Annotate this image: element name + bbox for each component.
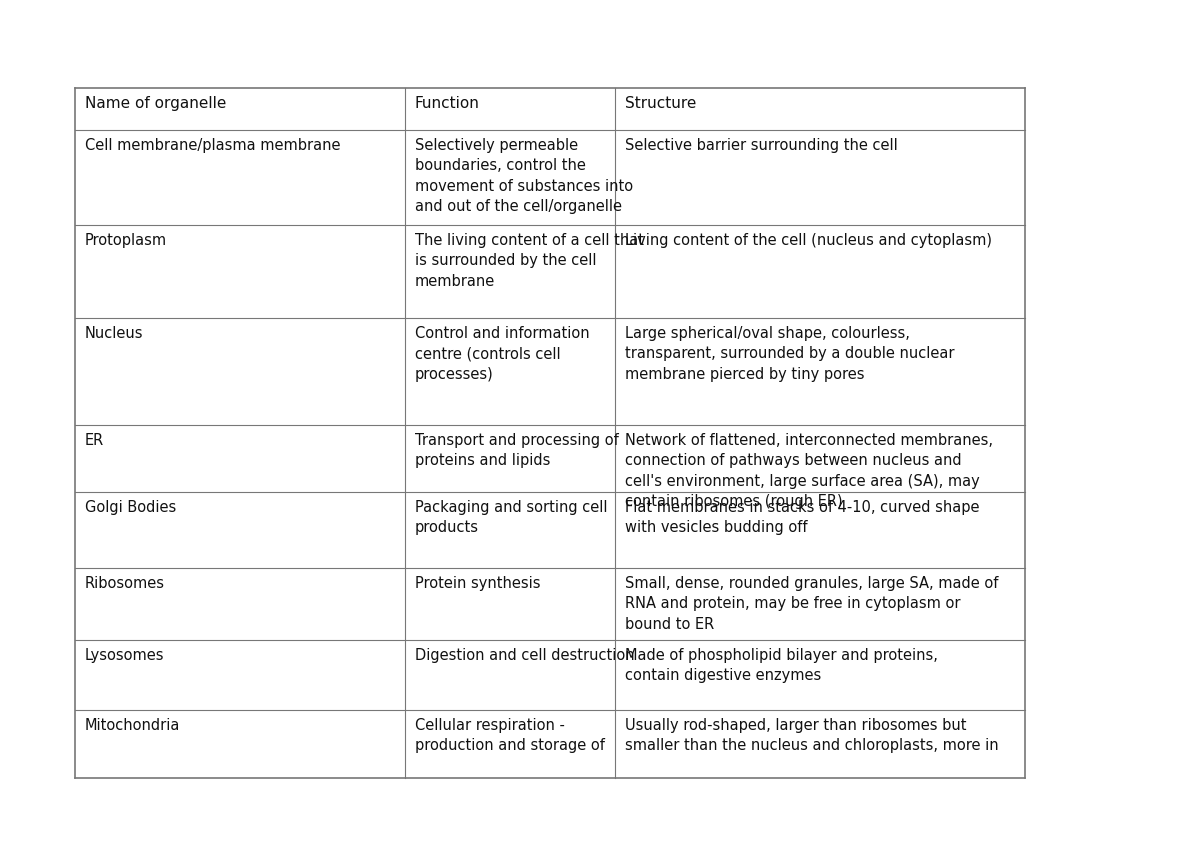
Text: Network of flattened, interconnected membranes,
connection of pathways between n: Network of flattened, interconnected mem… <box>625 433 994 509</box>
Text: Protein synthesis: Protein synthesis <box>415 576 540 591</box>
Text: Small, dense, rounded granules, large SA, made of
RNA and protein, may be free i: Small, dense, rounded granules, large SA… <box>625 576 998 632</box>
Text: Nucleus: Nucleus <box>85 326 144 341</box>
Text: Large spherical/oval shape, colourless,
transparent, surrounded by a double nucl: Large spherical/oval shape, colourless, … <box>625 326 954 382</box>
Text: Lysosomes: Lysosomes <box>85 648 164 663</box>
Text: Made of phospholipid bilayer and proteins,
contain digestive enzymes: Made of phospholipid bilayer and protein… <box>625 648 938 683</box>
Text: Function: Function <box>415 96 480 111</box>
Text: Flat membranes in stacks of 4-10, curved shape
with vesicles budding off: Flat membranes in stacks of 4-10, curved… <box>625 500 979 535</box>
Text: Cellular respiration -
production and storage of: Cellular respiration - production and st… <box>415 718 605 753</box>
Text: ER: ER <box>85 433 104 448</box>
Text: Cell membrane/plasma membrane: Cell membrane/plasma membrane <box>85 138 341 153</box>
Text: Control and information
centre (controls cell
processes): Control and information centre (controls… <box>415 326 589 382</box>
Text: Digestion and cell destruction: Digestion and cell destruction <box>415 648 635 663</box>
Text: Transport and processing of
proteins and lipids: Transport and processing of proteins and… <box>415 433 619 468</box>
Text: Selective barrier surrounding the cell: Selective barrier surrounding the cell <box>625 138 898 153</box>
Text: Living content of the cell (nucleus and cytoplasm): Living content of the cell (nucleus and … <box>625 233 992 248</box>
Text: Usually rod-shaped, larger than ribosomes but
smaller than the nucleus and chlor: Usually rod-shaped, larger than ribosome… <box>625 718 998 753</box>
Text: Protoplasm: Protoplasm <box>85 233 167 248</box>
Text: Ribosomes: Ribosomes <box>85 576 166 591</box>
Text: The living content of a cell that
is surrounded by the cell
membrane: The living content of a cell that is sur… <box>415 233 644 289</box>
Text: Selectively permeable
boundaries, control the
movement of substances into
and ou: Selectively permeable boundaries, contro… <box>415 138 634 215</box>
Text: Golgi Bodies: Golgi Bodies <box>85 500 176 515</box>
Text: Mitochondria: Mitochondria <box>85 718 180 733</box>
Text: Packaging and sorting cell
products: Packaging and sorting cell products <box>415 500 607 535</box>
Text: Structure: Structure <box>625 96 696 111</box>
Text: Name of organelle: Name of organelle <box>85 96 227 111</box>
